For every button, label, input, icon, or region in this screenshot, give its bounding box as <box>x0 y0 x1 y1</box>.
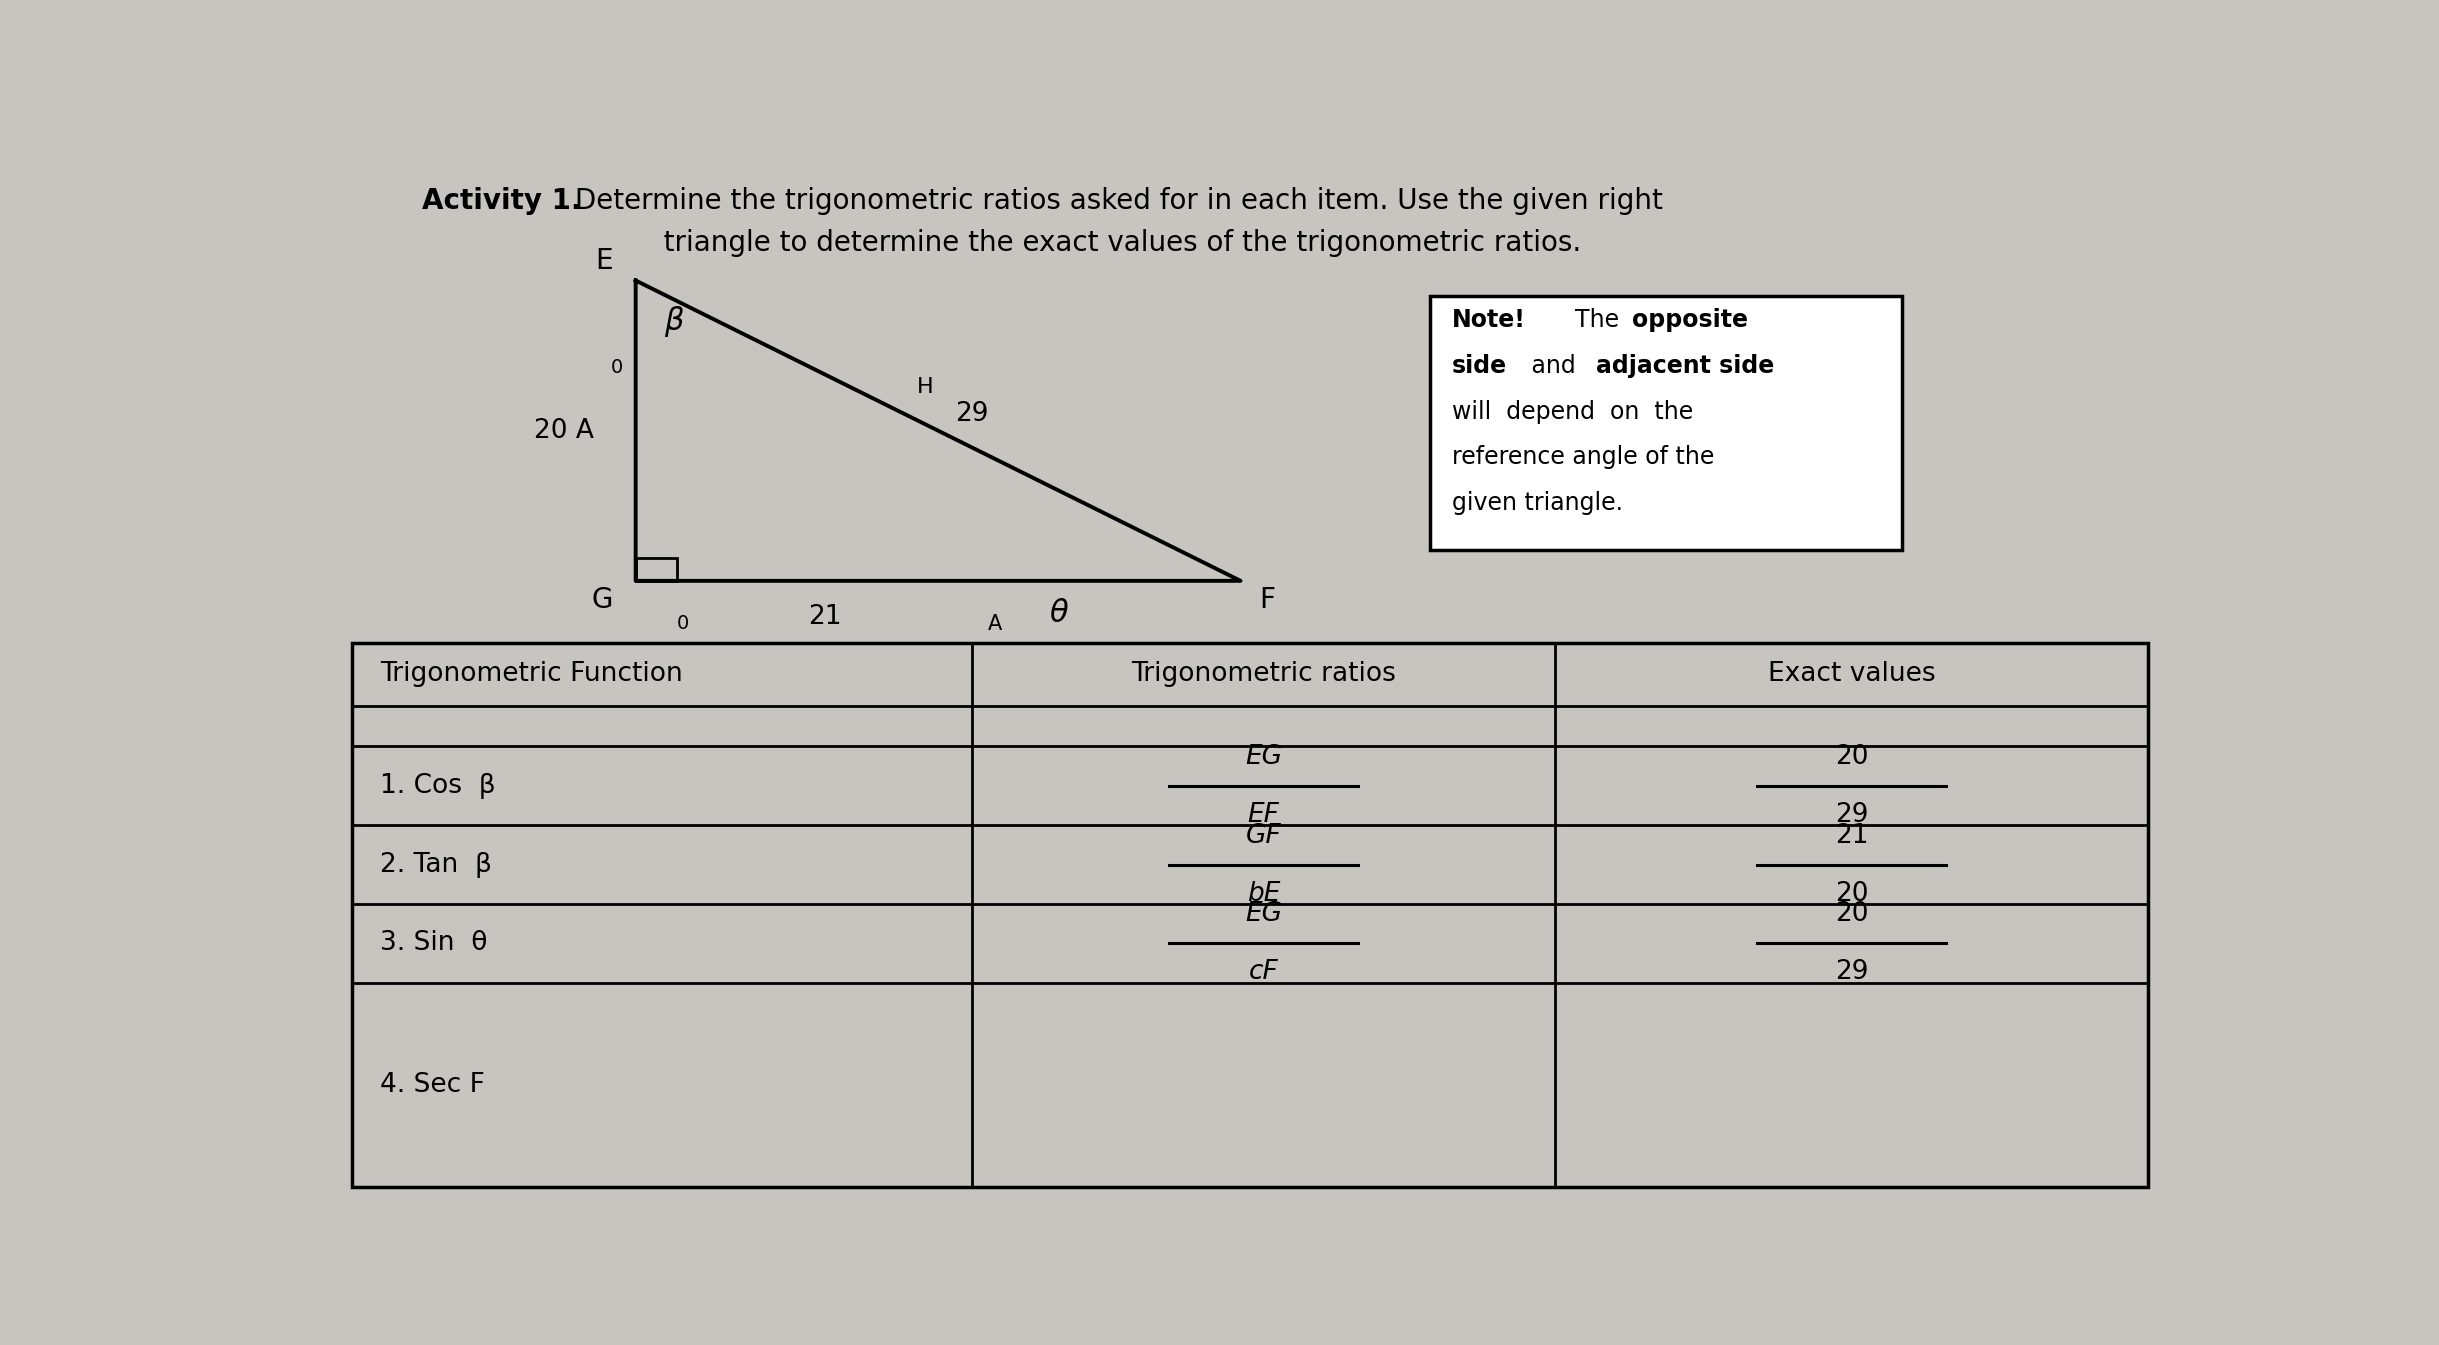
Text: 3. Sin  θ: 3. Sin θ <box>380 931 488 956</box>
Text: H: H <box>917 377 934 397</box>
Text: G: G <box>593 586 612 615</box>
Text: Note!: Note! <box>1451 308 1527 332</box>
Text: GF: GF <box>1246 823 1280 849</box>
Text: F: F <box>1259 586 1276 615</box>
Text: EF: EF <box>1249 802 1280 827</box>
Text: β: β <box>663 307 683 338</box>
Text: 0: 0 <box>610 358 622 377</box>
Text: 0: 0 <box>676 613 690 633</box>
Text: Activity 1.: Activity 1. <box>422 187 580 215</box>
Text: 29: 29 <box>1834 959 1868 986</box>
Text: and: and <box>1524 354 1583 378</box>
Text: bE: bE <box>1246 881 1280 907</box>
Text: Trigonometric Function: Trigonometric Function <box>380 662 683 687</box>
Text: 20: 20 <box>1834 881 1868 907</box>
Text: 20: 20 <box>1834 744 1868 769</box>
Text: cF: cF <box>1249 959 1278 986</box>
Text: 2. Tan  β: 2. Tan β <box>380 851 493 877</box>
Text: Determine the trigonometric ratios asked for in each item. Use the given right: Determine the trigonometric ratios asked… <box>566 187 1663 215</box>
Text: 4. Sec F: 4. Sec F <box>380 1072 485 1098</box>
Text: 21: 21 <box>807 604 841 629</box>
Text: Exact values: Exact values <box>1768 662 1937 687</box>
Text: The: The <box>1576 308 1627 332</box>
Text: side: side <box>1451 354 1507 378</box>
Text: EG: EG <box>1244 901 1283 928</box>
Text: 29: 29 <box>1834 802 1868 827</box>
Text: E: E <box>595 247 612 276</box>
Text: given triangle.: given triangle. <box>1451 491 1624 515</box>
Text: opposite: opposite <box>1632 308 1749 332</box>
Text: triangle to determine the exact values of the trigonometric ratios.: triangle to determine the exact values o… <box>566 229 1580 257</box>
Text: A: A <box>988 613 1002 633</box>
Text: Trigonometric ratios: Trigonometric ratios <box>1132 662 1395 687</box>
Text: 29: 29 <box>956 401 988 426</box>
Text: will  depend  on  the: will depend on the <box>1451 399 1693 424</box>
Text: EG: EG <box>1244 744 1283 769</box>
Text: reference angle of the: reference angle of the <box>1451 445 1715 469</box>
Text: 21: 21 <box>1834 823 1868 849</box>
Text: θ: θ <box>1049 600 1068 628</box>
FancyBboxPatch shape <box>1429 296 1902 550</box>
Text: 1. Cos  β: 1. Cos β <box>380 773 495 799</box>
Text: adjacent side: adjacent side <box>1595 354 1773 378</box>
Text: 20: 20 <box>1834 901 1868 928</box>
Text: 20 A: 20 A <box>534 418 595 444</box>
